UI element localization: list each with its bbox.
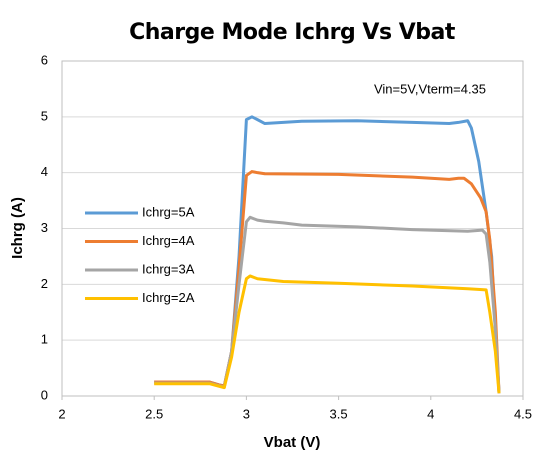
legend-label: Ichrg=2A bbox=[142, 290, 195, 305]
y-tick-label: 6 bbox=[41, 52, 48, 67]
legend-label: Ichrg=5A bbox=[142, 204, 195, 219]
series-line bbox=[154, 274, 501, 394]
legend-label: Ichrg=3A bbox=[142, 261, 195, 276]
x-tick-label: 4 bbox=[427, 406, 434, 421]
y-tick-label: 5 bbox=[41, 108, 48, 123]
x-axis-label: Vbat (V) bbox=[264, 434, 321, 451]
x-tick-label: 4.5 bbox=[514, 406, 532, 421]
legend-label: Ichrg=4A bbox=[142, 233, 195, 248]
chart-title: Charge Mode Ichrg Vs Vbat bbox=[129, 20, 456, 45]
y-tick-label: 3 bbox=[41, 220, 48, 235]
y-tick-label: 4 bbox=[41, 164, 48, 179]
x-tick-label: 2 bbox=[58, 406, 65, 421]
plot-frame bbox=[61, 60, 524, 397]
y-tick-label: 2 bbox=[41, 276, 48, 291]
annotation: Vin=5V,Vterm=4.35 bbox=[374, 81, 486, 96]
x-tick-label: 2.5 bbox=[145, 406, 163, 421]
x-tick-label: 3.5 bbox=[330, 406, 348, 421]
x-tick-label: 3 bbox=[243, 406, 250, 421]
y-axis-label: Ichrg (A) bbox=[9, 197, 26, 259]
y-tick-label: 0 bbox=[41, 387, 48, 402]
y-tick-label: 1 bbox=[41, 332, 48, 347]
